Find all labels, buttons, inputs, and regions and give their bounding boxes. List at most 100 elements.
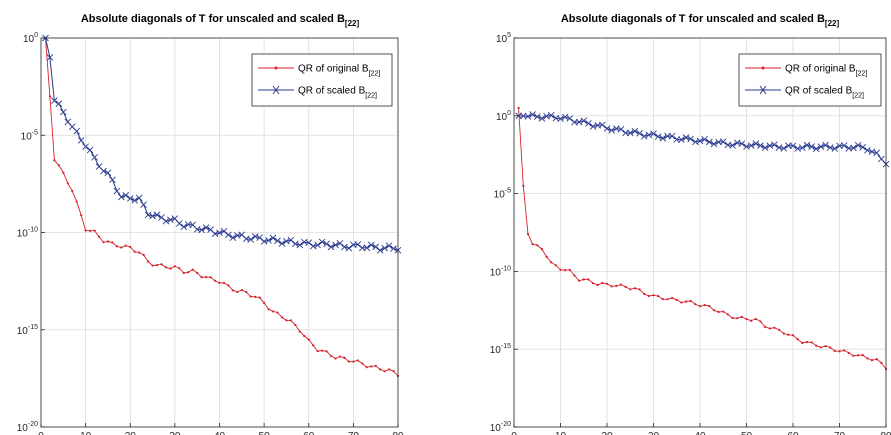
data-point — [633, 287, 637, 290]
data-point — [229, 234, 237, 241]
data-point — [71, 189, 74, 193]
data-point — [258, 296, 261, 299]
data-point — [805, 341, 809, 344]
data-point — [798, 144, 806, 151]
x-tick-label: 0 — [38, 431, 44, 435]
data-point — [131, 197, 139, 204]
data-point — [122, 191, 130, 199]
data-point — [93, 229, 96, 232]
data-point — [109, 176, 116, 184]
data-point — [46, 54, 54, 61]
data-point — [615, 284, 618, 287]
data-point — [202, 224, 210, 231]
legend-label: QR of scaled B[22] — [298, 86, 377, 100]
data-point — [684, 300, 688, 303]
data-point — [531, 243, 534, 246]
data-point — [97, 235, 101, 238]
data-point — [796, 338, 799, 341]
data-point — [187, 271, 190, 274]
data-point — [323, 240, 330, 248]
x-tick-label: 30 — [169, 431, 181, 435]
data-point — [596, 283, 599, 287]
data-point — [198, 226, 205, 234]
data-point — [659, 134, 667, 142]
data-point — [854, 141, 862, 149]
data-point — [671, 296, 674, 300]
data-point — [332, 241, 339, 249]
y-tick-label: 100 — [23, 32, 38, 45]
data-point — [787, 333, 790, 336]
data-point — [164, 266, 168, 269]
data-point — [372, 243, 380, 251]
data-point — [564, 268, 567, 272]
y-tick-exponent: -15 — [28, 324, 38, 331]
data-point — [225, 231, 232, 239]
data-point — [559, 268, 562, 271]
data-point — [265, 237, 272, 244]
data-point — [220, 227, 228, 235]
chart-title-main: Absolute diagonals of T for unscaled and… — [81, 13, 345, 25]
data-point — [650, 130, 657, 137]
data-point — [573, 274, 576, 277]
data-point — [643, 292, 646, 295]
y-tick-label: 10-5 — [494, 188, 511, 201]
data-point — [599, 121, 606, 129]
data-point — [557, 115, 564, 123]
data-point — [53, 159, 56, 162]
data-point — [240, 288, 243, 292]
chart-title-main: Absolute diagonals of T for unscaled and… — [561, 13, 825, 25]
y-tick-base: 10 — [17, 423, 29, 434]
data-point — [661, 298, 664, 301]
data-point — [88, 229, 92, 232]
data-point — [578, 279, 581, 282]
y-tick-label: 10-20 — [17, 421, 38, 434]
y-tick-exponent: -20 — [28, 421, 38, 428]
data-point — [696, 137, 704, 145]
data-point — [754, 317, 757, 321]
data-point — [296, 241, 304, 249]
data-point — [864, 146, 871, 154]
legend-label-subscript: [22] — [369, 71, 381, 78]
data-point — [580, 117, 588, 125]
data-point — [591, 282, 595, 285]
legend-label-subscript: [22] — [365, 93, 377, 100]
data-point — [687, 135, 695, 143]
data-point — [294, 323, 297, 327]
data-point — [747, 142, 755, 149]
y-tick-base: 10 — [21, 131, 33, 142]
data-point — [59, 108, 67, 116]
data-point — [631, 127, 639, 135]
legend-marker — [759, 85, 767, 95]
x-tick-label: 10 — [555, 431, 567, 435]
y-tick-label: 10-15 — [490, 343, 511, 356]
data-point — [824, 345, 827, 348]
data-point — [303, 334, 306, 338]
data-point — [833, 349, 836, 353]
legend-label-main: QR of original B — [785, 64, 856, 75]
data-point — [209, 276, 212, 279]
data-point — [812, 145, 820, 153]
data-point — [773, 326, 776, 329]
data-point — [133, 250, 136, 253]
data-point — [167, 216, 174, 224]
data-point — [370, 365, 373, 368]
data-point — [151, 264, 154, 267]
data-point — [731, 316, 734, 320]
data-point — [782, 332, 785, 335]
data-point — [533, 113, 541, 120]
data-point — [801, 341, 804, 345]
data-point — [582, 278, 585, 281]
data-point — [327, 243, 335, 251]
data-point — [115, 245, 118, 248]
data-point — [387, 368, 391, 371]
data-point — [608, 127, 615, 134]
legend-label-main: QR of scaled B — [298, 86, 366, 97]
y-tick-exponent: 5 — [507, 32, 511, 39]
data-point — [316, 350, 319, 353]
data-point — [768, 327, 771, 330]
data-point — [274, 237, 281, 245]
data-point — [205, 276, 208, 279]
y-tick-label: 10-10 — [490, 265, 511, 278]
data-point — [356, 359, 359, 362]
data-point — [771, 141, 778, 148]
